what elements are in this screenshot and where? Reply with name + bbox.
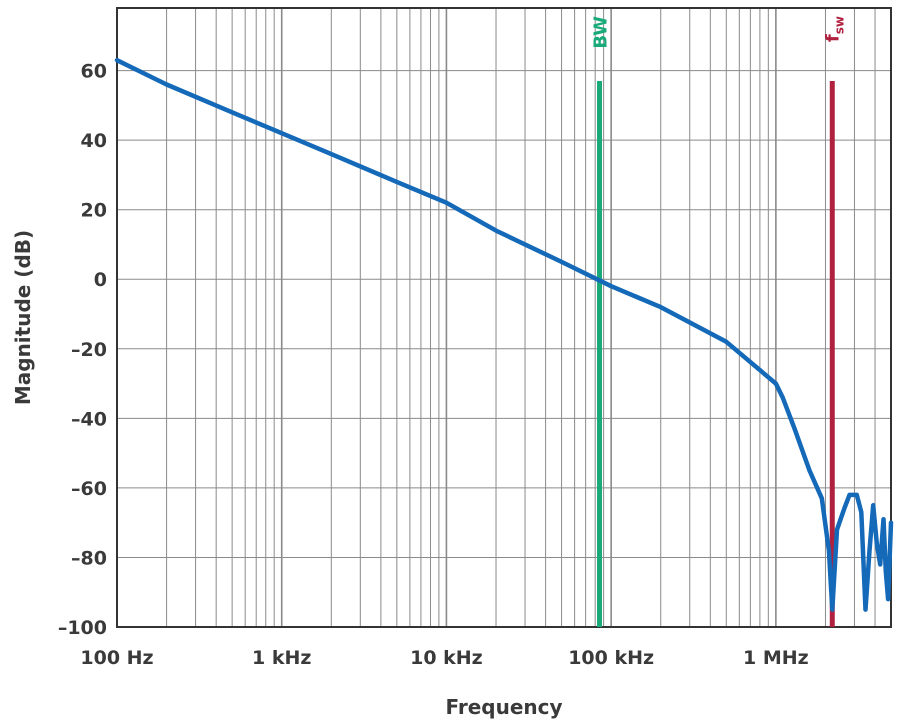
x-tick-label: 100 kHz [568, 647, 654, 669]
x-axis-label: Frequency [445, 695, 562, 719]
y-tick-label: –80 [71, 547, 107, 569]
y-axis-label: Magnitude (dB) [11, 230, 35, 405]
series [114, 57, 894, 612]
y-tick-label: –60 [71, 478, 107, 500]
marker-label: fsw [822, 16, 846, 42]
markers: BW fsw [591, 16, 846, 627]
marker-label: BW [591, 16, 612, 49]
y-tick-labels: 60 40 20 0 –20 –40 –60 –80 –100 [58, 61, 107, 639]
plot-frame [116, 7, 892, 628]
y-tick-label: 60 [81, 61, 107, 83]
grid [117, 8, 892, 628]
y-tick-label: 20 [81, 200, 107, 222]
y-tick-label: 40 [81, 130, 107, 152]
x-tick-label: 100 Hz [80, 647, 153, 669]
y-tick-label: 0 [94, 269, 107, 291]
x-tick-label: 1 MHz [743, 647, 809, 669]
y-tick-label: –100 [58, 617, 107, 639]
x-tick-label: 1 kHz [252, 647, 311, 669]
x-tick-labels: 100 Hz 1 kHz 10 kHz 100 kHz 1 MHz [80, 647, 808, 669]
x-tick-label: 10 kHz [410, 647, 483, 669]
y-tick-label: –20 [71, 339, 107, 361]
magnitude-series-line [114, 57, 894, 612]
y-tick-label: –40 [71, 408, 107, 430]
